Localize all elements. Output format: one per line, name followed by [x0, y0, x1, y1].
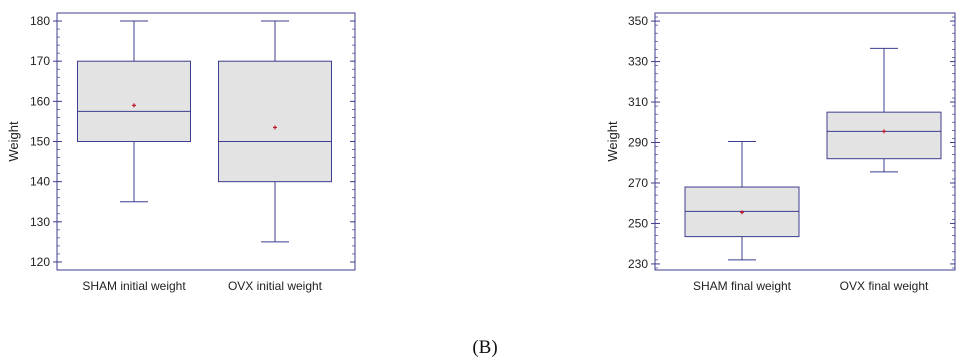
- y-tick-label: 350: [628, 14, 648, 28]
- y-tick-label: 150: [30, 135, 50, 149]
- y-tick-label: 310: [628, 95, 648, 109]
- y-axis-title: Weight: [6, 121, 21, 162]
- y-tick-label: 120: [30, 255, 50, 269]
- y-tick-label: 270: [628, 176, 648, 190]
- category-label: OVX initial weight: [228, 279, 323, 293]
- y-tick-label: 130: [30, 215, 50, 229]
- y-tick-label: 290: [628, 136, 648, 150]
- y-axis-title: Weight: [605, 121, 620, 162]
- category-label: SHAM final weight: [693, 279, 792, 293]
- y-tick-label: 140: [30, 175, 50, 189]
- box-iqr: [826, 111, 942, 160]
- box-iqr: [77, 60, 191, 142]
- box-iqr: [218, 60, 332, 183]
- y-tick-label: 330: [628, 55, 648, 69]
- category-label: OVX final weight: [840, 279, 929, 293]
- chart-initial-weight: 120 130 140 150 160 170 180 Weight SHAM initial …: [6, 12, 356, 293]
- chart-final-weight: 230 250 270 290 310 330 350 Weight SHAM final we…: [605, 12, 956, 293]
- y-tick-label: 250: [628, 216, 648, 230]
- y-tick-label: 170: [30, 54, 50, 68]
- y-tick-label: 160: [30, 94, 50, 108]
- category-label: SHAM initial weight: [82, 279, 186, 293]
- y-tick-label: 180: [30, 14, 50, 28]
- plot-frame: [654, 12, 956, 271]
- figure-caption: (B): [472, 337, 497, 358]
- y-tick-label: 230: [628, 257, 648, 271]
